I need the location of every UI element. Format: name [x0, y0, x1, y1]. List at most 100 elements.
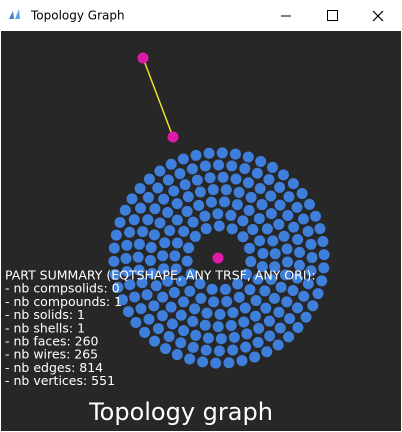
node — [275, 281, 287, 293]
node — [171, 349, 183, 361]
node — [281, 296, 293, 308]
node — [261, 223, 273, 235]
node — [143, 313, 155, 325]
node — [236, 355, 248, 367]
node — [288, 221, 300, 233]
node — [250, 295, 262, 307]
node — [302, 278, 314, 290]
node — [135, 202, 147, 214]
node — [232, 278, 244, 290]
node — [136, 277, 148, 289]
node — [284, 313, 296, 325]
node — [249, 351, 261, 363]
node — [197, 356, 209, 368]
node — [267, 235, 279, 247]
node — [158, 193, 170, 205]
node — [171, 237, 183, 249]
node — [112, 281, 124, 293]
node — [203, 147, 215, 159]
node — [133, 238, 145, 250]
node — [110, 229, 122, 241]
node — [162, 174, 174, 186]
node — [162, 206, 174, 218]
node — [200, 223, 212, 235]
node — [240, 341, 252, 353]
node — [168, 286, 180, 298]
node — [142, 214, 154, 226]
node — [152, 182, 164, 194]
node — [256, 199, 268, 211]
node — [318, 249, 330, 261]
node — [242, 151, 254, 163]
node — [304, 198, 316, 210]
root-node — [137, 52, 149, 64]
close-button[interactable] — [372, 10, 384, 22]
node — [277, 169, 289, 181]
node — [278, 230, 290, 242]
node — [205, 196, 217, 208]
node — [316, 275, 328, 287]
node — [305, 265, 317, 277]
node — [259, 285, 271, 297]
node — [274, 322, 286, 334]
node — [293, 259, 305, 271]
node — [283, 331, 295, 343]
node — [223, 357, 235, 369]
node — [154, 217, 166, 229]
node — [221, 296, 233, 308]
node — [187, 216, 199, 228]
node — [142, 191, 154, 203]
node — [251, 167, 263, 179]
maximize-button[interactable] — [327, 10, 338, 21]
node — [171, 198, 183, 210]
app-icon — [9, 9, 20, 19]
node — [287, 178, 299, 190]
node — [165, 301, 177, 313]
node — [241, 268, 253, 280]
summary-line: - nb compounds: 1 — [5, 294, 122, 309]
node — [243, 204, 255, 216]
node — [194, 278, 206, 290]
node — [216, 147, 228, 159]
node — [254, 182, 266, 194]
node — [124, 279, 136, 291]
node — [239, 163, 251, 175]
node — [178, 296, 190, 308]
node — [184, 353, 196, 365]
node — [157, 291, 169, 303]
node — [175, 275, 187, 287]
node — [252, 273, 264, 285]
node — [144, 254, 156, 266]
node — [194, 186, 206, 198]
node — [164, 225, 176, 237]
node — [249, 310, 261, 322]
node — [225, 209, 237, 221]
node — [174, 168, 186, 180]
node — [233, 186, 245, 198]
node — [134, 182, 146, 194]
node — [146, 267, 158, 279]
node — [145, 241, 157, 253]
node — [268, 292, 280, 304]
node — [244, 284, 256, 296]
node — [169, 250, 181, 262]
node — [189, 303, 201, 315]
node — [187, 341, 199, 353]
node — [119, 204, 131, 216]
node — [171, 214, 183, 226]
summary-line: - nb wires: 265 — [5, 347, 98, 362]
node — [186, 163, 198, 175]
node — [297, 213, 309, 225]
node — [252, 336, 264, 348]
node — [139, 326, 151, 338]
node — [291, 272, 303, 284]
node — [283, 191, 295, 203]
node — [204, 172, 216, 184]
node — [230, 173, 242, 185]
node — [178, 225, 190, 237]
node — [281, 243, 293, 255]
node — [212, 208, 224, 220]
node — [128, 214, 140, 226]
node — [245, 191, 257, 203]
